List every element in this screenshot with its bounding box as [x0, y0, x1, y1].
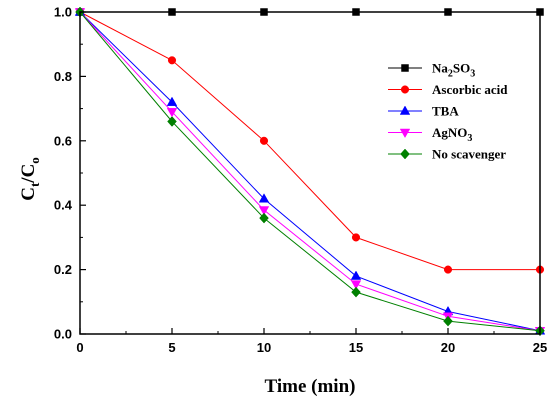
legend-text-part: 3 [467, 133, 472, 144]
y-axis-title: Ct/Co [18, 157, 42, 201]
x-tick-label: 25 [533, 340, 547, 355]
y-tick-label: 0.2 [54, 262, 72, 277]
legend-item-agno3: AgNO3 [388, 125, 472, 144]
data-point-agno3 [350, 280, 362, 290]
legend-label-tba: TBA [432, 104, 459, 119]
x-tick-label: 5 [168, 340, 175, 355]
y-axis-ticks: 0.0 0.2 0.4 0.6 0.8 1.0 [54, 5, 86, 342]
series-layer [74, 6, 546, 337]
y-tick-label: 0.6 [54, 133, 72, 148]
legend-marker-no-scavenger [400, 148, 410, 160]
data-point-no-scavenger [167, 116, 177, 127]
legend-marker-tba [399, 105, 411, 115]
series-tba [74, 6, 546, 335]
legend-text-part: Na [432, 61, 448, 76]
legend-item-ascorbic-acid: Ascorbic acid [388, 82, 508, 97]
y-title-main: C [18, 187, 39, 201]
data-point-tba [350, 270, 362, 280]
y-tick-label: 0.8 [54, 69, 72, 84]
legend-text-part: No scavenger [432, 147, 506, 162]
data-point-ascorbic-acid [443, 265, 453, 274]
legend-label-no-scavenger: No scavenger [432, 147, 506, 162]
series-no-scavenger [75, 6, 545, 337]
series-line-ascorbic-acid [79, 11, 540, 271]
legend-label-na2so3: Na2SO3 [432, 61, 475, 80]
series-ascorbic-acid [75, 7, 545, 274]
legend-marker-ascorbic-acid [400, 85, 410, 94]
data-point-no-scavenger [259, 212, 269, 224]
x-tick-label: 20 [441, 340, 455, 355]
series-line-tba [79, 11, 541, 332]
legend-text-part: TBA [432, 104, 459, 119]
legend-label-agno3: AgNO3 [432, 125, 472, 144]
y-title-sub2: o [27, 157, 42, 164]
series-line-agno3 [79, 11, 541, 332]
data-point-tba [258, 193, 270, 203]
y-title-sub1: t [27, 182, 42, 187]
y-title-mid: /C [18, 164, 39, 184]
legend-item-no-scavenger: No scavenger [388, 147, 506, 162]
legend-marker-agno3 [399, 128, 411, 139]
legend-item-na2so3: Na2SO3 [388, 61, 475, 80]
y-tick-label: 1.0 [54, 5, 72, 20]
legend-item-tba: TBA [388, 104, 459, 119]
data-point-tba [166, 96, 178, 106]
data-point-agno3 [258, 206, 270, 216]
legend-label-ascorbic-acid: Ascorbic acid [432, 82, 508, 97]
data-point-ascorbic-acid [167, 56, 177, 65]
y-tick-label: 0.0 [54, 327, 72, 342]
legend-text-part: 2 [448, 69, 453, 80]
x-tick-label: 0 [76, 340, 83, 355]
legend-text-part: AgNO [432, 125, 467, 140]
x-axis-ticks: 0 5 10 15 20 25 [76, 328, 547, 355]
data-point-ascorbic-acid [259, 136, 269, 145]
legend-text-part: SO [453, 61, 470, 76]
series-agno3 [74, 8, 546, 337]
legend-text-part: 3 [470, 69, 475, 80]
legend-marker-na2so3 [401, 64, 409, 72]
data-point-no-scavenger [443, 315, 453, 327]
data-point-no-scavenger [351, 286, 361, 298]
y-tick-label: 0.4 [54, 198, 73, 213]
legend-text-part: Ascorbic acid [432, 82, 508, 97]
x-axis-title: Time (min) [265, 376, 356, 397]
series-line-no-scavenger [79, 11, 541, 332]
x-tick-label: 15 [349, 340, 363, 355]
plot-frame [79, 11, 541, 335]
data-point-agno3 [166, 108, 178, 118]
data-point-ascorbic-acid [351, 233, 361, 242]
x-tick-label: 10 [257, 340, 271, 355]
